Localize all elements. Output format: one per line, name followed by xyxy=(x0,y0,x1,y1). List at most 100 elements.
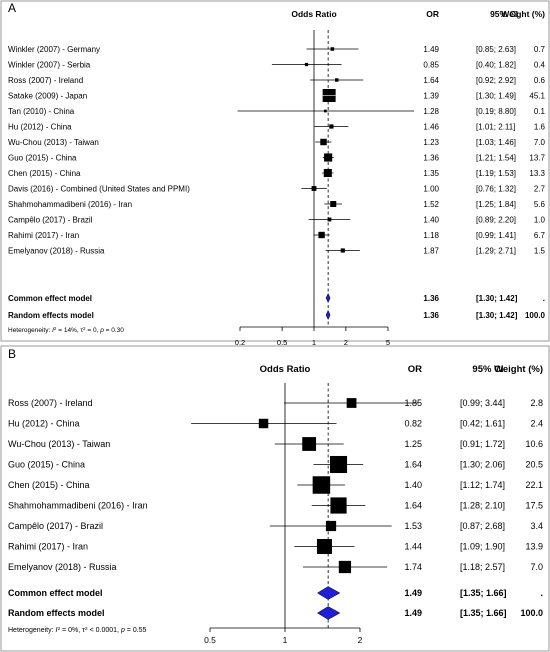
study-label: Hu (2012) - China xyxy=(8,419,80,429)
study-ci: [0.85; 2.63] xyxy=(476,45,516,54)
panel-border xyxy=(0,0,550,342)
study-marker xyxy=(258,418,269,429)
study-marker xyxy=(318,231,325,239)
study-label: Campêlo (2017) - Brazil xyxy=(8,521,103,531)
common-effect-or: 1.36 xyxy=(423,294,439,303)
study-weight: 0.7 xyxy=(534,45,546,54)
study-label: Tan (2010) - China xyxy=(8,107,75,116)
study-weight: 0.6 xyxy=(534,76,546,85)
common-effect-weight: . xyxy=(543,294,545,303)
random-effects-diamond xyxy=(325,309,331,321)
study-label: Shahmohammadibeni (2016) - Iran xyxy=(8,200,132,209)
study-weight: 2.8 xyxy=(530,398,543,408)
study-label: Shahmohammadibeni (2016) - Iran xyxy=(8,501,148,511)
header-or: OR xyxy=(426,9,439,19)
study-weight: 5.6 xyxy=(534,200,546,209)
x-tick-label: 0.5 xyxy=(277,338,287,347)
header-odds-ratio: Odds Ratio xyxy=(291,9,336,19)
study-marker xyxy=(311,186,317,191)
study-label: Ross (2007) - Ireland xyxy=(8,76,83,85)
study-or: 1.85 xyxy=(404,398,422,408)
study-marker xyxy=(330,47,335,51)
study-weight: 17.5 xyxy=(525,501,543,511)
study-marker xyxy=(329,455,348,474)
study-label: Chen (2015) - China xyxy=(8,169,81,178)
study-weight: 7.0 xyxy=(530,562,543,572)
study-or: 1.87 xyxy=(423,246,439,255)
study-weight: 1.5 xyxy=(534,246,546,255)
random-effects-ci: [1.30; 1.42] xyxy=(476,311,518,320)
study-marker xyxy=(323,168,332,178)
study-or: 1.52 xyxy=(423,200,439,209)
study-marker xyxy=(340,248,345,253)
study-weight: 1.6 xyxy=(534,122,546,131)
study-or: 1.35 xyxy=(423,169,439,178)
study-weight: 7.0 xyxy=(534,138,546,147)
common-effect-diamond xyxy=(316,586,341,600)
study-label: Ross (2007) - Ireland xyxy=(8,398,93,408)
study-weight: 10.6 xyxy=(525,439,543,449)
heterogeneity-text: Heterogeneity: I2 = 14%, τ2 = 0, p = 0.3… xyxy=(8,326,124,335)
panel-letter: B xyxy=(8,347,16,361)
header-odds-ratio: Odds Ratio xyxy=(260,364,311,375)
study-label: Emelyanov (2018) - Russia xyxy=(8,562,117,572)
study-or: 1.64 xyxy=(423,76,439,85)
study-label: Wu-Chou (2013) - Taiwan xyxy=(8,138,99,147)
header-or: OR xyxy=(408,364,422,375)
study-or: 1.23 xyxy=(423,138,439,147)
x-tick-label: 2 xyxy=(358,635,363,645)
random-effects-ci: [1.35; 1.66] xyxy=(460,608,507,618)
panel-letter: A xyxy=(8,1,16,15)
study-weight: 2.7 xyxy=(534,184,546,193)
study-weight: 3.4 xyxy=(530,521,543,531)
study-marker xyxy=(325,520,337,532)
study-or: 1.40 xyxy=(423,215,439,224)
study-ci: [1.29; 2.71] xyxy=(476,246,516,255)
study-ci: [1.25; 1.84] xyxy=(476,200,516,209)
common-effect-label: Common effect model xyxy=(8,588,103,598)
study-weight: 13.7 xyxy=(529,153,545,162)
study-ci: [1.03; 1.46] xyxy=(476,138,516,147)
common-effect-diamond xyxy=(325,292,331,304)
study-weight: 2.4 xyxy=(530,419,543,429)
study-ci: [0.40; 1.82] xyxy=(476,60,516,69)
header-weight: Weight (%) xyxy=(501,9,545,19)
study-weight: 20.5 xyxy=(525,460,543,470)
header-ci: 95% CI xyxy=(472,364,503,375)
study-or: 1.39 xyxy=(423,91,439,100)
study-ci: [0.19; 8.80] xyxy=(476,107,516,116)
random-effects-weight: 100.0 xyxy=(525,311,546,320)
study-weight: 0.1 xyxy=(534,107,546,116)
random-effects-label: Random effects model xyxy=(8,311,94,320)
study-label: Satake (2009) - Japan xyxy=(8,91,87,100)
study-label: Rahimi (2017) - Iran xyxy=(8,231,79,240)
study-or: 1.36 xyxy=(423,153,439,162)
study-marker xyxy=(327,217,332,222)
study-or: 1.18 xyxy=(423,231,439,240)
x-tick-label: 5 xyxy=(386,338,390,347)
study-marker xyxy=(302,437,317,451)
study-ci: [1.18; 2.57] xyxy=(460,562,505,572)
study-marker xyxy=(330,497,347,514)
study-ci: [1.30; 1.49] xyxy=(476,91,516,100)
study-weight: 22.1 xyxy=(525,480,543,490)
random-effects-diamond xyxy=(316,606,341,620)
study-weight: 13.3 xyxy=(529,169,545,178)
study-ci: [1.09; 1.90] xyxy=(460,542,505,552)
study-label: Guo (2015) - China xyxy=(8,153,77,162)
study-label: Emelyanov (2018) - Russia xyxy=(8,246,105,255)
study-label: Guo (2015) - China xyxy=(8,460,85,470)
study-marker xyxy=(316,538,332,555)
study-or: 1.64 xyxy=(404,501,422,511)
study-ci: [0.76; 1.32] xyxy=(476,184,516,193)
study-marker xyxy=(323,109,327,113)
common-effect-or: 1.49 xyxy=(404,588,422,598)
study-marker xyxy=(330,200,337,208)
study-ci: [0.89; 2.20] xyxy=(476,215,516,224)
panel-border xyxy=(0,345,550,652)
study-weight: 13.9 xyxy=(525,542,543,552)
header-ci: 95% CI xyxy=(490,9,518,19)
study-ci: [1.12; 1.74] xyxy=(460,480,505,490)
